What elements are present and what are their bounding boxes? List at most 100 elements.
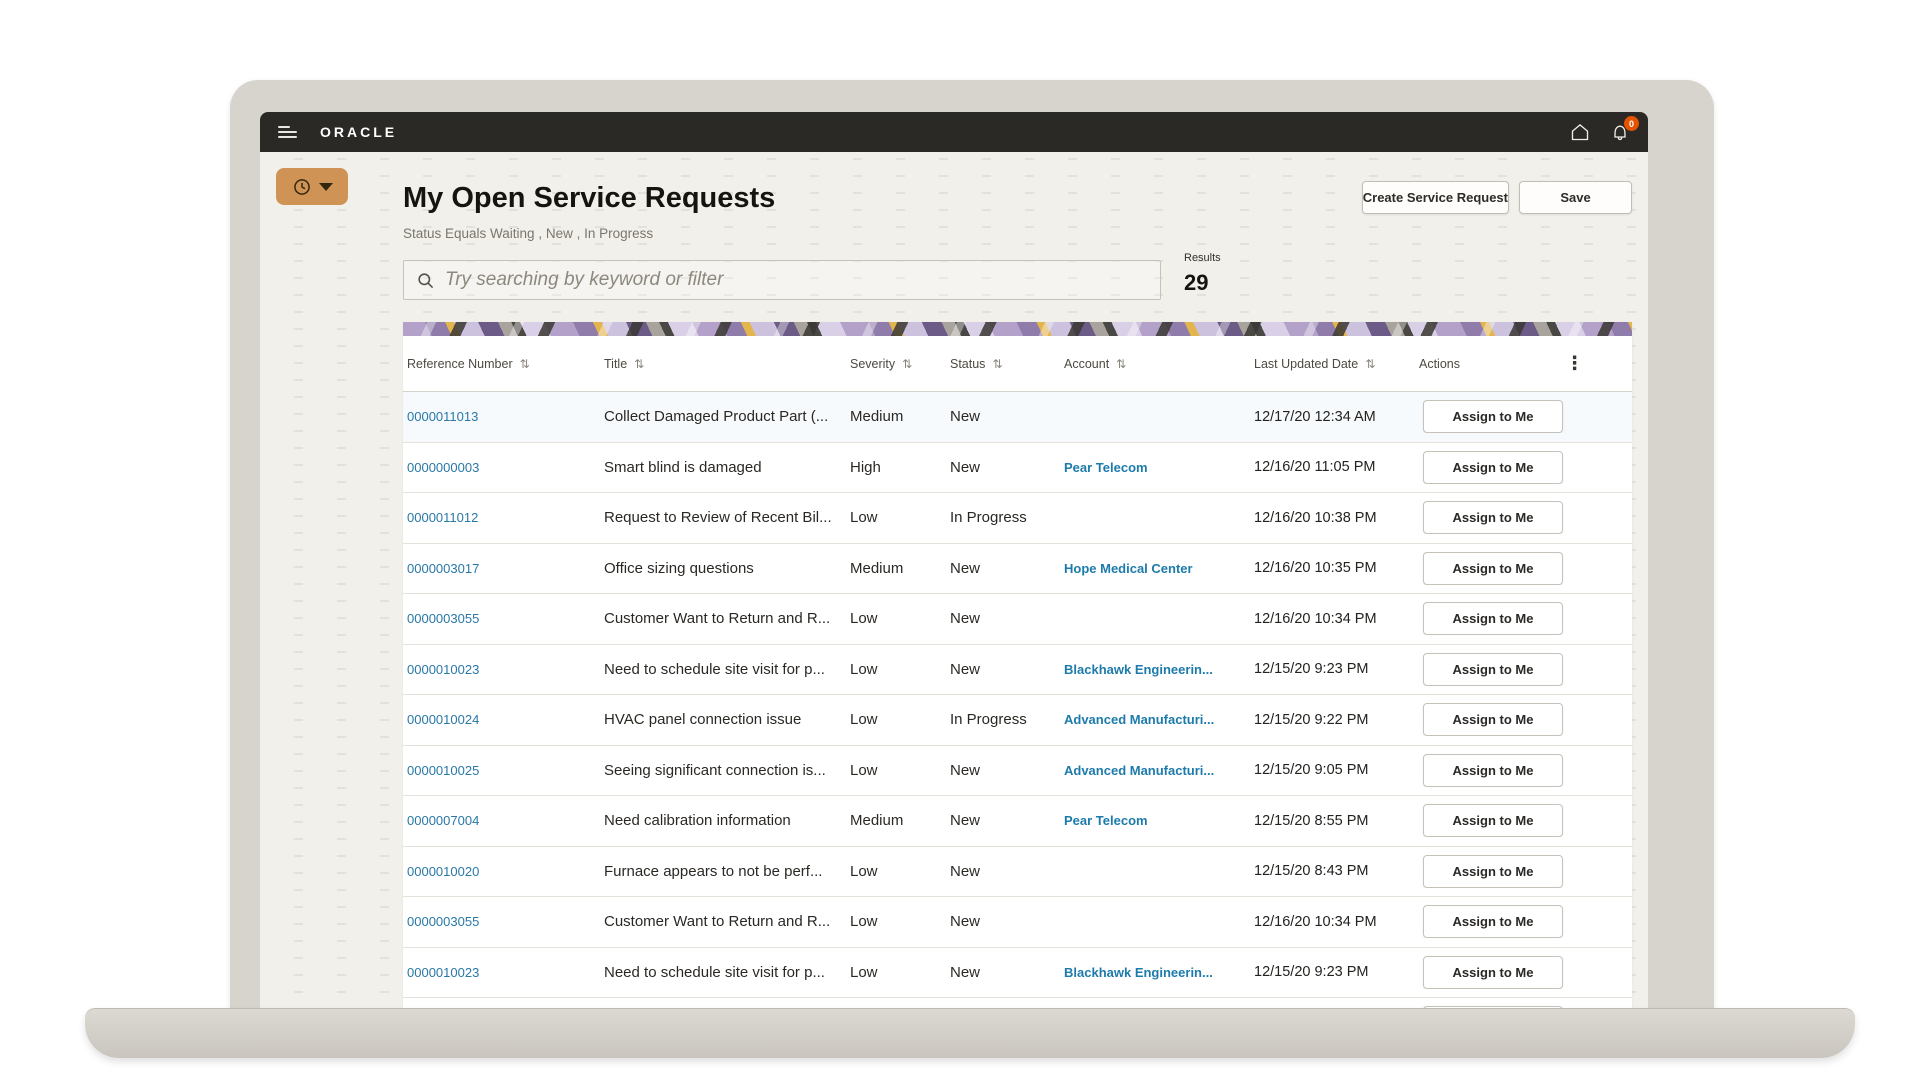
reference-number-link[interactable]: 0000010023 bbox=[407, 964, 480, 980]
assign-to-me-button[interactable]: Assign to Me bbox=[1423, 804, 1563, 838]
assign-to-me-button[interactable]: Assign to Me bbox=[1423, 400, 1563, 434]
reference-number-cell: 0000010024 bbox=[403, 711, 600, 728]
create-service-request-button[interactable]: Create Service Request bbox=[1361, 181, 1509, 214]
status-cell: New bbox=[950, 812, 981, 830]
sort-icon[interactable]: ⇅ bbox=[992, 356, 1003, 371]
column-header-status[interactable]: Status ⇅ bbox=[950, 356, 1003, 371]
last-updated-cell: 12/16/20 10:38 PM bbox=[1254, 509, 1377, 526]
last-updated-cell: 12/15/20 9:05 PM bbox=[1254, 762, 1369, 779]
notifications-button[interactable]: 0 bbox=[1610, 116, 1639, 142]
title-cell: Customer Want to Return and R... bbox=[604, 913, 831, 931]
account-link[interactable]: Advanced Manufacturi... bbox=[1064, 712, 1215, 728]
search-input[interactable] bbox=[445, 269, 1148, 291]
column-header-severity[interactable]: Severity ⇅ bbox=[850, 356, 913, 371]
title-cell: Need to schedule site visit for p... bbox=[604, 660, 825, 678]
assign-to-me-button[interactable]: Assign to Me bbox=[1423, 450, 1563, 484]
column-header-account[interactable]: Account ⇅ bbox=[1064, 356, 1127, 371]
severity-cell: Low bbox=[850, 660, 878, 678]
chevron-down-icon bbox=[318, 182, 333, 191]
reference-number-cell: 0000010020 bbox=[403, 863, 600, 880]
last-updated-cell: 12/15/20 9:22 PM bbox=[1254, 711, 1369, 728]
reference-number-link[interactable]: 0000000003 bbox=[407, 459, 480, 475]
last-updated-cell: 12/15/20 9:23 PM bbox=[1254, 964, 1369, 981]
reference-number-cell: 0000011012 bbox=[403, 509, 600, 526]
account-link[interactable]: Hope Medical Center bbox=[1064, 560, 1193, 576]
results-label: Results bbox=[1184, 252, 1221, 264]
reference-number-link[interactable]: 0000011013 bbox=[407, 409, 479, 425]
home-icon[interactable] bbox=[1570, 122, 1590, 142]
recent-items-dropdown-button[interactable] bbox=[276, 168, 348, 205]
table-options-menu-icon[interactable]: ⋮ bbox=[1565, 352, 1584, 374]
reference-number-link[interactable]: 0000003055 bbox=[407, 914, 480, 930]
column-header-title[interactable]: Title ⇅ bbox=[604, 356, 645, 371]
assign-to-me-button[interactable]: Assign to Me bbox=[1423, 905, 1563, 939]
last-updated-cell: 12/16/20 10:35 PM bbox=[1254, 560, 1377, 577]
reference-number-cell: 0000010023 bbox=[403, 964, 600, 981]
last-updated-cell: 12/17/20 12:34 AM bbox=[1254, 408, 1376, 425]
oracle-logo: ORACLE bbox=[320, 124, 398, 140]
reference-number-link[interactable]: 0000003017 bbox=[407, 560, 480, 576]
status-cell: New bbox=[950, 761, 981, 779]
assign-to-me-button[interactable]: Assign to Me bbox=[1423, 652, 1563, 686]
assign-to-me-button[interactable]: Assign to Me bbox=[1423, 854, 1563, 888]
table-row: 0000010024 HVAC panel connection issue L… bbox=[403, 998, 1632, 1008]
severity-cell: Medium bbox=[850, 559, 904, 577]
severity-cell: Low bbox=[850, 610, 878, 628]
severity-cell: Low bbox=[850, 761, 878, 779]
title-cell: HVAC panel connection issue bbox=[604, 711, 802, 729]
status-cell: New bbox=[950, 660, 981, 678]
table-row: 0000000003 Smart blind is damaged High N… bbox=[403, 442, 1632, 493]
severity-cell: Low bbox=[850, 509, 878, 527]
sort-icon[interactable]: ⇅ bbox=[1365, 356, 1376, 371]
account-link[interactable]: Blackhawk Engineerin... bbox=[1064, 661, 1213, 677]
menu-icon[interactable] bbox=[278, 126, 298, 138]
sort-icon[interactable]: ⇅ bbox=[1116, 356, 1127, 371]
title-cell: Office sizing questions bbox=[604, 559, 754, 577]
assign-to-me-button[interactable]: Assign to Me bbox=[1423, 753, 1563, 787]
severity-cell: High bbox=[850, 458, 881, 476]
save-button[interactable]: Save bbox=[1519, 181, 1632, 214]
column-header-actions: Actions bbox=[1419, 356, 1460, 371]
status-cell: New bbox=[950, 963, 981, 981]
reference-number-link[interactable]: 0000010023 bbox=[407, 661, 480, 677]
column-header-reference-number[interactable]: Reference Number ⇅ bbox=[407, 356, 530, 371]
assign-to-me-button[interactable]: Assign to Me bbox=[1423, 501, 1563, 535]
status-cell: New bbox=[950, 408, 981, 426]
page-title: My Open Service Requests bbox=[403, 182, 776, 214]
reference-number-link[interactable]: 0000003055 bbox=[407, 611, 480, 627]
reference-number-cell: 0000010025 bbox=[403, 762, 600, 779]
table-header-row: Reference Number ⇅ Title ⇅ Severity ⇅ St… bbox=[403, 336, 1632, 392]
reference-number-link[interactable]: 0000011012 bbox=[407, 510, 479, 526]
reference-number-link[interactable]: 0000010025 bbox=[407, 762, 480, 778]
account-link[interactable]: Pear Telecom bbox=[1064, 813, 1148, 829]
account-link[interactable]: Advanced Manufacturi... bbox=[1064, 762, 1215, 778]
assign-to-me-button[interactable]: Assign to Me bbox=[1423, 1006, 1563, 1008]
account-link[interactable]: Pear Telecom bbox=[1064, 459, 1148, 475]
severity-cell: Low bbox=[850, 711, 878, 729]
reference-number-link[interactable]: 0000007004 bbox=[407, 813, 480, 829]
assign-to-me-button[interactable]: Assign to Me bbox=[1423, 602, 1563, 636]
laptop-base bbox=[85, 1008, 1855, 1058]
title-cell: Seeing significant connection is... bbox=[604, 761, 826, 779]
sort-icon[interactable]: ⇅ bbox=[634, 356, 645, 371]
account-link[interactable]: Blackhawk Engineerin... bbox=[1064, 964, 1213, 980]
status-cell: New bbox=[950, 913, 981, 931]
table-row: 0000003055 Customer Want to Return and R… bbox=[403, 594, 1632, 645]
assign-to-me-button[interactable]: Assign to Me bbox=[1423, 955, 1563, 989]
sort-icon[interactable]: ⇅ bbox=[519, 356, 530, 371]
last-updated-cell: 12/15/20 8:43 PM bbox=[1254, 863, 1369, 880]
severity-cell: Low bbox=[850, 862, 878, 880]
reference-number-link[interactable]: 0000010024 bbox=[407, 712, 480, 728]
title-cell: Need calibration information bbox=[604, 812, 791, 830]
search-bar[interactable] bbox=[403, 260, 1161, 300]
assign-to-me-button[interactable]: Assign to Me bbox=[1423, 703, 1563, 737]
assign-to-me-button[interactable]: Assign to Me bbox=[1423, 551, 1563, 585]
reference-number-cell: 0000000003 bbox=[403, 459, 600, 476]
column-header-last-updated-date[interactable]: Last Updated Date ⇅ bbox=[1254, 356, 1376, 371]
severity-cell: Medium bbox=[850, 408, 904, 426]
reference-number-link[interactable]: 0000010020 bbox=[407, 863, 480, 879]
table-row: 0000003055 Customer Want to Return and R… bbox=[403, 897, 1632, 948]
sort-icon[interactable]: ⇅ bbox=[902, 356, 913, 371]
last-updated-cell: 12/16/20 10:34 PM bbox=[1254, 913, 1377, 930]
table-row: 0000010020 Furnace appears to not be per… bbox=[403, 846, 1632, 897]
